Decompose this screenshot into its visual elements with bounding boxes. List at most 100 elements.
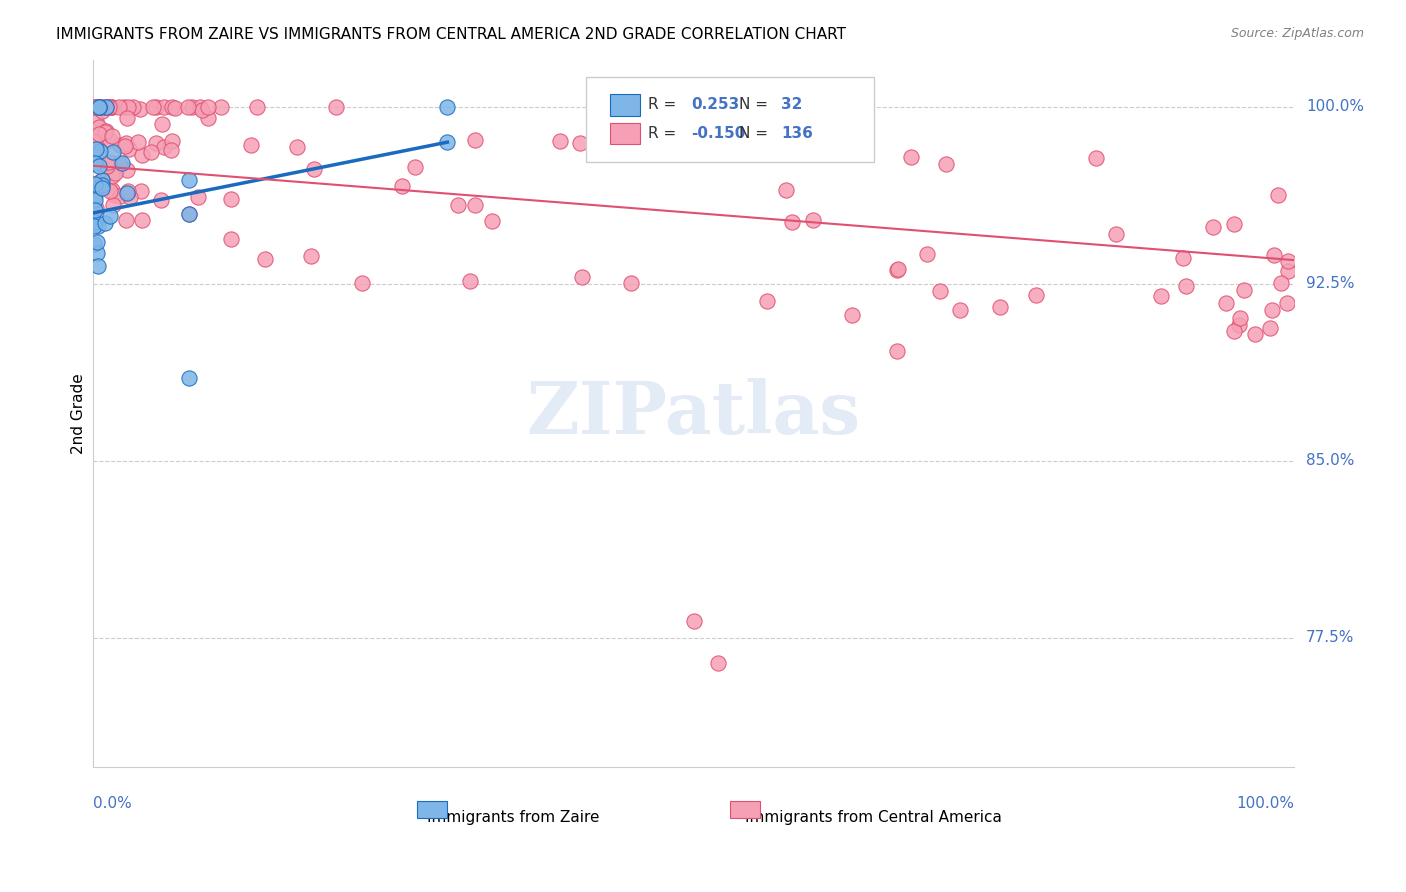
Point [162, 134, 184, 148]
Point [91, 178, 114, 192]
Point [620, 277, 643, 291]
Point [89, 148, 111, 162]
FancyBboxPatch shape [610, 122, 640, 144]
Text: Immigrants from Zaire: Immigrants from Zaire [427, 810, 600, 825]
Point [86, 100, 108, 114]
Point [114, 138, 136, 153]
Text: 77.5%: 77.5% [1306, 630, 1354, 645]
Point [84, 202, 107, 216]
Point [91, 173, 114, 187]
Point [246, 100, 269, 114]
Point [1201, 220, 1223, 235]
Point [103, 187, 125, 202]
Point [142, 100, 165, 114]
Point [458, 274, 481, 288]
Point [1260, 321, 1282, 335]
FancyBboxPatch shape [585, 78, 873, 162]
Point [104, 166, 127, 180]
Point [464, 133, 486, 147]
Point [86, 235, 108, 250]
Point [1267, 188, 1289, 202]
Point [219, 192, 242, 206]
Point [177, 100, 200, 114]
Point [436, 135, 458, 149]
Point [350, 276, 373, 290]
Point [1277, 253, 1299, 268]
Point [1223, 325, 1246, 339]
Point [86, 113, 108, 128]
Point [1229, 311, 1251, 326]
Point [1277, 295, 1299, 310]
Point [121, 100, 143, 114]
Point [706, 657, 728, 671]
FancyBboxPatch shape [730, 800, 759, 818]
Point [682, 614, 704, 628]
Point [115, 212, 138, 227]
Text: IMMIGRANTS FROM ZAIRE VS IMMIGRANTS FROM CENTRAL AMERICA 2ND GRADE CORRELATION C: IMMIGRANTS FROM ZAIRE VS IMMIGRANTS FROM… [56, 27, 846, 42]
Point [98, 133, 121, 147]
Point [1025, 288, 1047, 302]
Point [191, 103, 214, 117]
Point [179, 207, 201, 221]
Point [1085, 151, 1108, 165]
Point [782, 215, 804, 229]
Point [96, 159, 118, 173]
Point [141, 145, 163, 160]
Point [83, 219, 105, 233]
Point [145, 100, 167, 114]
Point [1244, 326, 1267, 341]
Point [1171, 252, 1194, 266]
Point [87, 175, 110, 189]
Point [900, 150, 922, 164]
Point [219, 232, 242, 246]
Point [117, 100, 139, 114]
Point [188, 100, 211, 114]
Text: 0.0%: 0.0% [93, 796, 132, 811]
Text: 100.0%: 100.0% [1306, 99, 1364, 114]
Point [83, 236, 105, 251]
Point [120, 190, 142, 204]
Point [101, 183, 124, 197]
Point [131, 184, 153, 198]
Point [101, 145, 124, 159]
Point [841, 309, 863, 323]
Point [100, 169, 122, 183]
Point [1261, 302, 1284, 317]
Point [86, 246, 108, 260]
Point [89, 127, 111, 141]
Point [302, 162, 325, 177]
Point [98, 209, 121, 223]
Point [91, 180, 114, 194]
Point [94, 123, 117, 137]
Point [94, 100, 117, 114]
Point [87, 134, 110, 148]
Point [89, 100, 111, 114]
Point [127, 135, 149, 149]
Text: 92.5%: 92.5% [1306, 277, 1354, 291]
Point [97, 100, 120, 114]
Point [481, 214, 503, 228]
Point [886, 263, 908, 277]
Point [115, 136, 138, 150]
Point [84, 100, 107, 114]
Text: -0.150: -0.150 [692, 126, 745, 141]
Point [87, 120, 110, 135]
Point [464, 198, 486, 212]
Point [755, 294, 778, 309]
Point [886, 344, 908, 359]
Point [1223, 217, 1246, 231]
Point [1150, 289, 1173, 303]
Point [87, 100, 110, 114]
Point [160, 143, 183, 157]
Point [163, 101, 186, 115]
Text: 85.0%: 85.0% [1306, 453, 1354, 468]
Text: N =: N = [740, 126, 773, 141]
Point [84, 194, 107, 208]
Point [83, 156, 105, 170]
Point [253, 252, 276, 266]
Point [1105, 227, 1128, 241]
Point [447, 197, 470, 211]
FancyBboxPatch shape [418, 800, 447, 818]
Point [101, 129, 124, 144]
Point [599, 120, 621, 135]
